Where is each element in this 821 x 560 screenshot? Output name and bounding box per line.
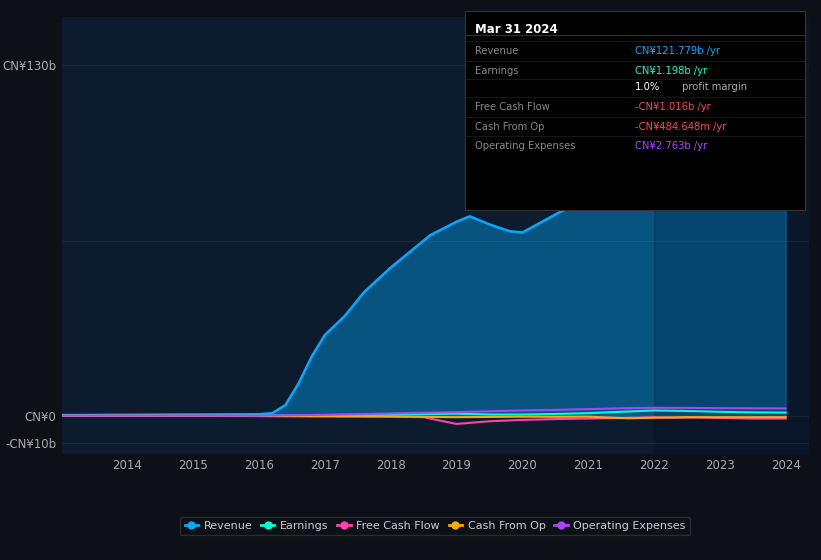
Text: 1.0%: 1.0% — [635, 82, 660, 92]
Text: Cash From Op: Cash From Op — [475, 122, 544, 132]
Text: CN¥121.779b /yr: CN¥121.779b /yr — [635, 46, 720, 56]
Text: Free Cash Flow: Free Cash Flow — [475, 101, 549, 111]
Bar — [654, 17, 809, 454]
Text: CN¥1.198b /yr: CN¥1.198b /yr — [635, 66, 707, 76]
Text: Earnings: Earnings — [475, 66, 519, 76]
Text: -CN¥1.016b /yr: -CN¥1.016b /yr — [635, 101, 711, 111]
Text: Operating Expenses: Operating Expenses — [475, 141, 576, 151]
Text: CN¥2.763b /yr: CN¥2.763b /yr — [635, 141, 707, 151]
Text: Revenue: Revenue — [475, 46, 518, 56]
Text: profit margin: profit margin — [679, 82, 747, 92]
Legend: Revenue, Earnings, Free Cash Flow, Cash From Op, Operating Expenses: Revenue, Earnings, Free Cash Flow, Cash … — [180, 516, 690, 535]
Text: Mar 31 2024: Mar 31 2024 — [475, 23, 557, 36]
Text: -CN¥484.648m /yr: -CN¥484.648m /yr — [635, 122, 727, 132]
